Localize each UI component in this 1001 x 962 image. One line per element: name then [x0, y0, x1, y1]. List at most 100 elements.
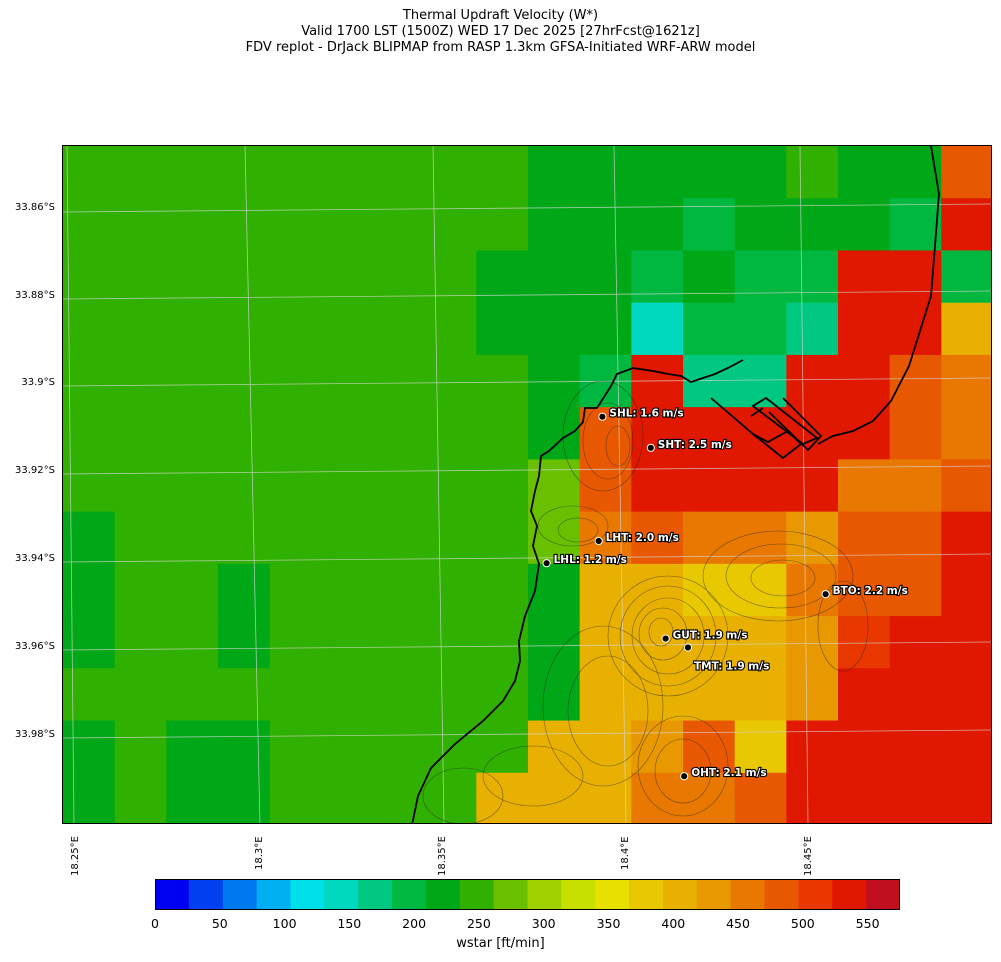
heatmap-cell	[631, 720, 684, 774]
station-sht[interactable]: SHT: 2.5 m/s	[646, 438, 733, 452]
contour-ring	[542, 625, 664, 787]
colorbar-label: wstar [ft/min]	[456, 936, 545, 951]
heatmap-cell	[269, 407, 322, 460]
heatmap-cell	[373, 407, 426, 460]
station-marker[interactable]	[542, 559, 551, 568]
map-canvas[interactable]: SHL: 1.6 m/s SHT: 2.5 m/s LHT: 2.0 m/s LHL:…	[63, 146, 992, 824]
colorbar-frame	[155, 879, 900, 910]
station-label: SHL: 1.6 m/s	[609, 408, 683, 420]
colorbar-swatch	[459, 879, 495, 910]
station-lht[interactable]: LHT: 2.0 m/s	[594, 531, 680, 546]
heatmap-cell	[321, 146, 374, 199]
colorbar-swatch	[832, 879, 867, 910]
contour-ring	[648, 617, 674, 647]
heatmap-cell	[321, 772, 374, 823]
station-marker[interactable]	[683, 643, 693, 652]
station-oht[interactable]: OHT: 2.1 m/s	[680, 766, 768, 781]
heatmap-cell	[838, 772, 891, 823]
heatmap-cell	[528, 407, 581, 460]
station-gut[interactable]: GUT: 1.9 m/s	[661, 628, 749, 643]
station-label: SHT: 2.5 m/s	[658, 439, 732, 451]
heatmap-cell	[528, 772, 581, 823]
heatmap-cell	[269, 720, 322, 774]
heatmap-cell	[269, 198, 322, 252]
heatmap-cell	[528, 563, 581, 617]
heatmap-cell	[941, 302, 991, 356]
heatmap-cell	[476, 563, 529, 617]
heatmap-cell	[373, 459, 426, 513]
station-marker[interactable]	[680, 772, 689, 781]
heatmap-cell	[269, 511, 322, 565]
heatmap-cell	[218, 302, 271, 356]
contour-ring	[567, 655, 649, 767]
lat-label-33-86: 33.86°S	[15, 202, 55, 213]
colorbar-swatch	[798, 879, 833, 910]
graticule-lat-33-94	[63, 553, 991, 563]
station-lhl[interactable]: LHL: 1.2 m/s	[542, 553, 628, 568]
heatmap-cell	[734, 250, 787, 304]
heatmap-cell	[476, 511, 529, 565]
station-marker[interactable]	[821, 590, 830, 599]
station-tmt[interactable]: TMT: 1.9 m/s	[683, 643, 770, 674]
station-marker[interactable]	[594, 536, 603, 546]
map-panel[interactable]: SHL: 1.6 m/s SHT: 2.5 m/s LHT: 2.0 m/s LHL:…	[62, 145, 992, 824]
heatmap-cell	[114, 302, 167, 356]
contour-ring	[562, 380, 644, 492]
heatmap-cell	[269, 146, 322, 199]
heatmap-cell	[838, 302, 891, 356]
heatmap-cell	[838, 720, 891, 774]
heatmap-cell	[528, 302, 581, 356]
heatmap-cell	[786, 616, 839, 669]
heatmap-cell	[786, 772, 839, 823]
heatmap-cell	[476, 146, 529, 199]
lon-label-18-35: 18.35°E	[437, 836, 448, 876]
station-marker[interactable]	[598, 412, 607, 421]
station-marker[interactable]	[646, 443, 655, 452]
contour-ring	[817, 580, 869, 672]
graticule-lon-18-30	[244, 146, 261, 823]
station-marker[interactable]	[661, 634, 670, 643]
heatmap-cell	[373, 772, 426, 823]
heatmap-cell	[579, 250, 632, 304]
heatmap-cell	[734, 563, 787, 617]
heatmap-cell	[941, 407, 991, 460]
colorbar-swatch	[493, 879, 528, 910]
colorbar	[155, 879, 900, 910]
heatmap-cell	[321, 511, 374, 565]
colorbar-swatch	[358, 879, 393, 910]
heatmap-cell	[683, 407, 736, 460]
heatmap-cell	[631, 302, 684, 356]
heatmap-cell	[218, 198, 271, 252]
heatmap-cell	[579, 720, 632, 774]
graticule-lon-18-25	[66, 146, 75, 823]
heatmap-cell	[838, 354, 891, 408]
heatmap-cell	[476, 302, 529, 356]
heatmap-cell	[114, 616, 167, 669]
station-label: OHT: 2.1 m/s	[691, 767, 766, 779]
map-title: Thermal Updraft Velocity (W*) Valid 1700…	[0, 8, 1001, 56]
heatmap-cell	[734, 198, 787, 252]
heatmap-cell	[166, 511, 219, 565]
colorbar-swatch	[730, 879, 766, 910]
lon-label-18-25: 18.25°E	[70, 836, 81, 876]
colorbar-swatch	[188, 879, 224, 910]
heatmap-cell	[476, 459, 529, 513]
station-bto[interactable]: BTO: 2.2 m/s	[821, 584, 909, 599]
contour-ring	[750, 559, 816, 597]
heatmap-cell	[63, 511, 116, 565]
heatmap-cell	[631, 250, 684, 304]
heatmap-cell	[114, 563, 167, 617]
heatmap-cell	[424, 302, 477, 356]
lat-label-33-98: 33.98°S	[15, 729, 55, 740]
colorbar-tick-label: 500	[790, 916, 815, 931]
title-line-1: Thermal Updraft Velocity (W*)	[402, 8, 599, 23]
colorbar-tick-label: 200	[402, 916, 427, 931]
station-shl[interactable]: SHL: 1.6 m/s	[598, 407, 685, 421]
heatmap-cell	[683, 563, 736, 617]
heatmap-cell	[424, 563, 477, 617]
heatmap-cell	[269, 302, 322, 356]
heatmap-cell	[373, 563, 426, 617]
heatmap-cell	[476, 198, 529, 252]
heatmap-cell	[166, 198, 219, 252]
heatmap-cell	[269, 459, 322, 513]
